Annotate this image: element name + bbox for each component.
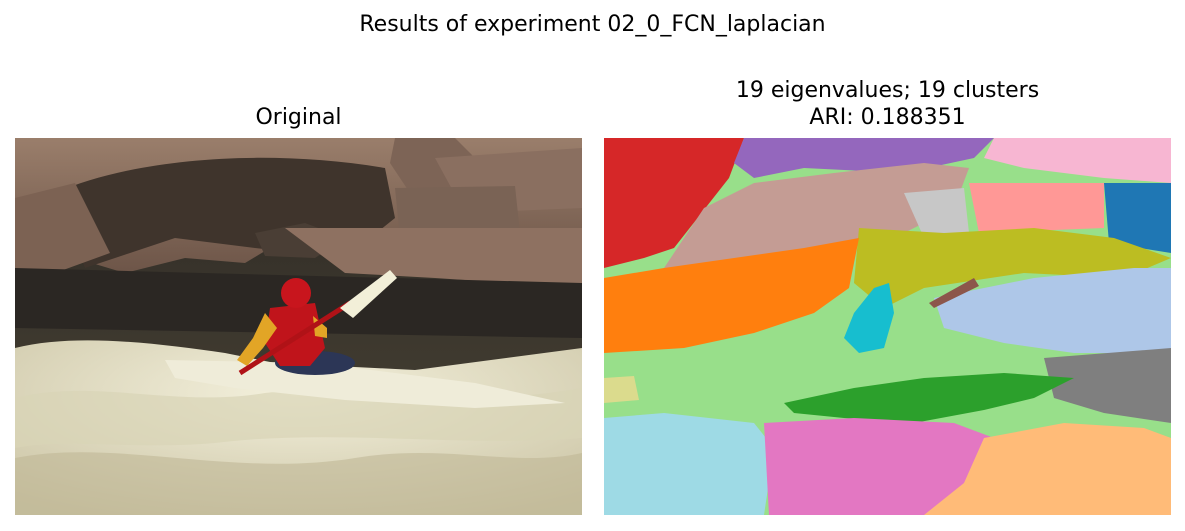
segmentation-panel-title: 19 eigenvalues; 19 clusters ARI: 0.18835… [604,77,1171,131]
figure-title: Results of experiment 02_0_FCN_laplacian [359,12,826,37]
segmentation-title-line2: ARI: 0.188351 [809,105,966,130]
cluster-map-drawing [604,138,1171,515]
original-image [15,138,582,515]
segmentation-image [604,138,1171,515]
original-title-text: Original [255,105,342,130]
original-panel-title: Original [15,104,582,131]
original-photo-drawing [15,138,582,515]
segmentation-title-line1: 19 eigenvalues; 19 clusters [735,78,1040,103]
